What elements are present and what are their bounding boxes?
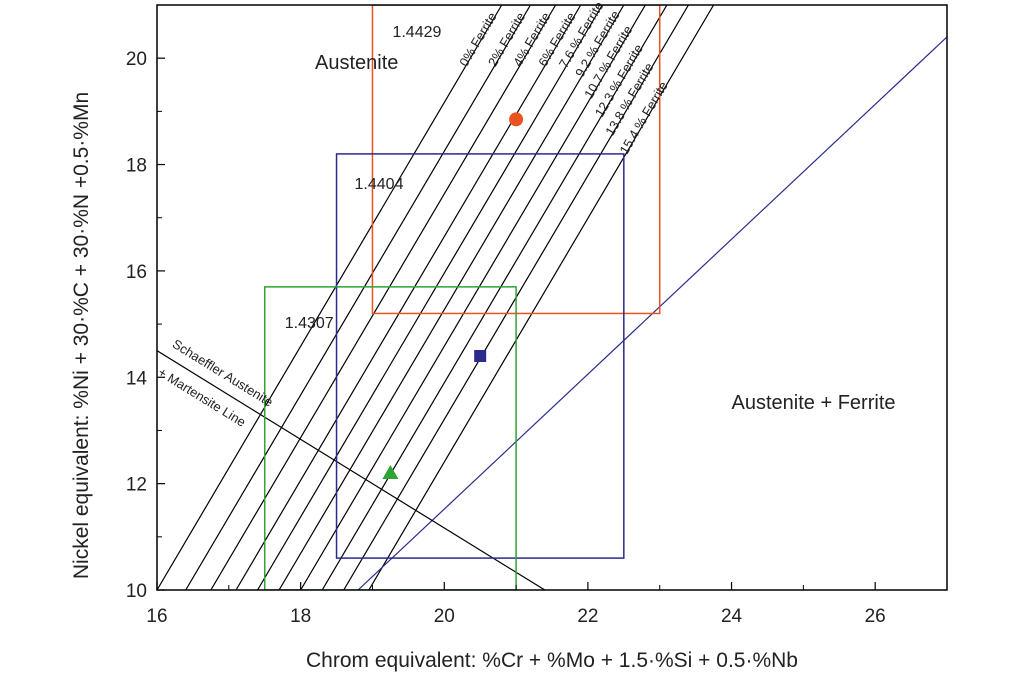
martensite-line-label: Schaeffler Austenite [170,336,276,409]
y-axis-title: Nickel equivalent: %Ni + 30·%C + 30·%N +… [70,92,93,579]
x-tick-label: 20 [434,606,455,627]
y-tick-label: 16 [126,262,147,283]
martensite-line [157,350,546,590]
data-point-circle [509,112,524,127]
ferrite-line [300,5,646,590]
ferrite-line [257,5,603,590]
x-tick-label: 18 [290,606,311,627]
x-tick-label: 22 [577,606,598,627]
data-point-triangle [382,465,399,479]
box-label: 1.4307 [285,315,334,332]
x-tick-label: 26 [865,606,886,627]
ferrite-line [321,5,668,590]
axes: 16 18 20 22 24 26 10 12 14 16 18 20 [126,49,886,627]
box-label: 1.4404 [355,176,404,193]
x-tick-label: 24 [721,606,743,627]
plot-frame [156,4,948,591]
y-tick-label: 10 [126,581,147,602]
ferrite-line [368,5,715,590]
y-tick-label: 12 [126,475,147,496]
x-axis-title: Chrom equivalent: %Cr + %Mo + 1.5·%Si + … [306,649,798,672]
ferrite-line [157,5,503,590]
ferrite-line [235,5,582,590]
region-label: Austenite + Ferrite [732,392,896,414]
region-label: Austenite [315,52,398,74]
box-label: 1.4429 [392,24,441,41]
y-tick-label: 18 [126,156,147,177]
y-tick-label: 20 [126,49,147,70]
plot-content [157,5,947,590]
ferrite-line [185,5,531,590]
grade-box-1-4404 [335,153,625,559]
ferrite-line [210,5,557,590]
x-tick-label: 16 [146,606,167,627]
grade-box-1-4307 [263,286,517,590]
data-point-square [474,350,487,362]
y-tick-label: 14 [126,368,148,389]
